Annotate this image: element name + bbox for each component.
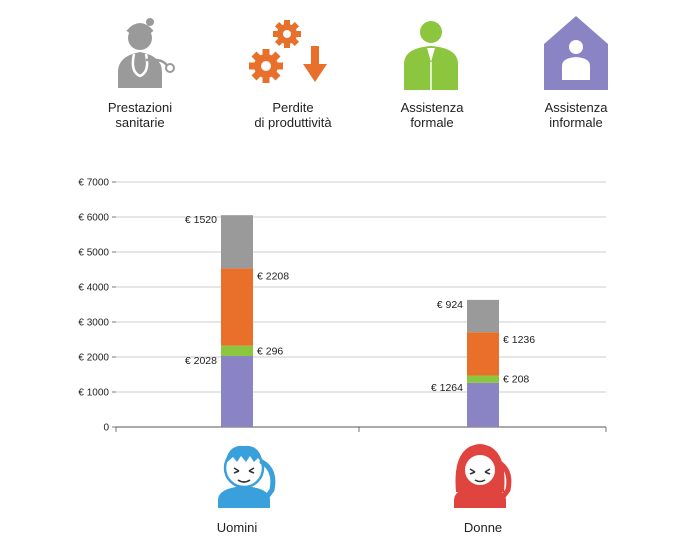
legend-label-productivity: Perdite di produttività — [254, 100, 332, 130]
house-person-icon — [544, 16, 608, 90]
data-label-health-donne: € 924 — [437, 299, 463, 311]
bar-segment-health-uomini — [221, 215, 253, 269]
data-label-health-uomini: € 1520 — [185, 214, 217, 226]
woman-headache-icon — [454, 444, 512, 508]
y-tick-label: € 7000 — [78, 178, 109, 189]
man-headache-icon — [218, 445, 276, 508]
doctor-icon — [118, 18, 175, 88]
y-tick-label: € 4000 — [78, 283, 109, 294]
y-tick-label: € 1000 — [78, 388, 109, 399]
bar-segment-productivity-uomini — [221, 268, 253, 346]
y-axis-ticks: 0 € 1000 € 2000 € 3000 € 4000 € 5000 € 6000 € 7… — [78, 178, 607, 434]
y-tick-label: € 2000 — [78, 353, 109, 364]
legend-label-informal: Assistenza informale — [545, 100, 609, 130]
bar-segment-productivity-donne — [467, 332, 499, 376]
y-tick-label: € 3000 — [78, 318, 109, 329]
data-label-productivity-uomini: € 2208 — [257, 270, 289, 282]
legend-label-health: Prestazioni sanitarie — [108, 100, 172, 130]
category-label-uomini: Uomini — [217, 520, 258, 535]
bar-segment-formal-donne — [467, 375, 499, 383]
bar-segment-formal-uomini — [221, 345, 253, 357]
bar-segment-informal-donne — [467, 382, 499, 427]
person-icon — [404, 21, 458, 90]
y-tick-label: 0 — [103, 423, 109, 434]
bar-segment-informal-uomini — [221, 356, 253, 427]
category-label-donne: Donne — [464, 520, 502, 535]
data-label-productivity-donne: € 1236 — [503, 334, 535, 346]
data-label-formal-donne: € 208 — [503, 374, 529, 386]
chart-bars — [221, 215, 499, 427]
chart-grid — [116, 181, 606, 428]
chart-data-labels: € 2028 € 296 € 2208 € 1520 € 1264 € 208 € 1236… — [185, 214, 535, 394]
y-tick-label: € 6000 — [78, 213, 109, 224]
data-label-formal-uomini: € 296 — [257, 345, 283, 357]
data-label-informal-donne: € 1264 — [431, 382, 463, 394]
data-label-informal-uomini: € 2028 — [185, 355, 217, 367]
y-tick-label: € 5000 — [78, 248, 109, 259]
gears-down-arrow-icon — [249, 20, 327, 83]
legend-label-formal: Assistenza formale — [401, 100, 465, 130]
bar-segment-health-donne — [467, 299, 499, 333]
